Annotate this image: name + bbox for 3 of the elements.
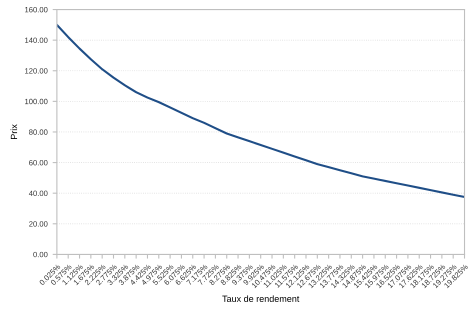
- line-series: [56, 24, 465, 198]
- y-axis-title: Prix: [10, 124, 18, 140]
- x-axis-title: Taux de rendement: [222, 295, 300, 302]
